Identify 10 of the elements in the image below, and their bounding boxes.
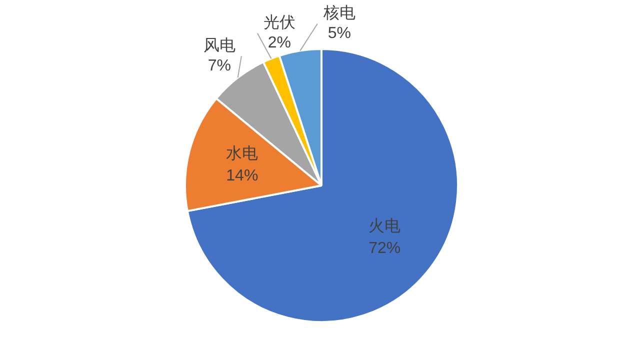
data-label: 72% (368, 240, 401, 258)
slice-label: 核电 (322, 4, 356, 22)
slice-label: 火电 (368, 217, 401, 236)
data-label: 7% (208, 57, 231, 74)
data-label: 5% (328, 25, 351, 42)
data-label: 14% (226, 168, 258, 185)
slice-label: 风电 (203, 36, 236, 54)
data-label: 2% (268, 34, 291, 52)
slice-label: 水电 (226, 144, 258, 163)
slice-label: 光伏 (263, 14, 296, 32)
